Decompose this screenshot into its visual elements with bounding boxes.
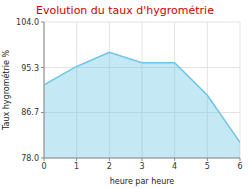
line	[44, 52, 240, 142]
plot-area	[44, 52, 240, 158]
title: Evolution du taux d'hygrométrie	[36, 4, 214, 17]
x-tick-label: 3	[139, 162, 144, 171]
y-axis-label: Taux hygrométrie %	[1, 50, 11, 132]
y-tick-label: 78.0	[21, 154, 39, 163]
y-tick	[41, 112, 44, 113]
x-tick-label: 4	[172, 162, 177, 171]
x-tick	[240, 158, 241, 161]
x-tick-label: 1	[74, 162, 79, 171]
x-tick	[174, 158, 175, 161]
grid	[44, 22, 240, 158]
y-tick-label: 95.3	[21, 64, 39, 73]
x-tick-label: 5	[205, 162, 210, 171]
grid-line-x	[240, 22, 241, 158]
x-tick-label: 6	[237, 162, 242, 171]
x-tick-label: 2	[107, 162, 112, 171]
x-tick	[142, 158, 143, 161]
axes: 0 1 2 3 4 5 6 78.0 86.7 95.3 104.0	[16, 18, 242, 171]
y-tick	[41, 67, 44, 68]
y-tick	[41, 22, 44, 23]
y-tick	[41, 158, 44, 159]
grid-line-x	[44, 22, 45, 158]
x-tick	[207, 158, 208, 161]
x-tick	[76, 158, 77, 161]
x-tick-label: 0	[41, 162, 46, 171]
area	[44, 52, 240, 158]
x-axis-label: heure par heure	[110, 177, 175, 186]
y-tick-label: 104.0	[16, 18, 39, 27]
y-tick-label: 86.7	[21, 108, 39, 117]
y-axis-line	[44, 22, 45, 158]
chart: 0 1 2 3 4 5 6 78.0 86.7 95.3 104.0 heure par heure T…	[0, 0, 250, 188]
x-tick	[109, 158, 110, 161]
